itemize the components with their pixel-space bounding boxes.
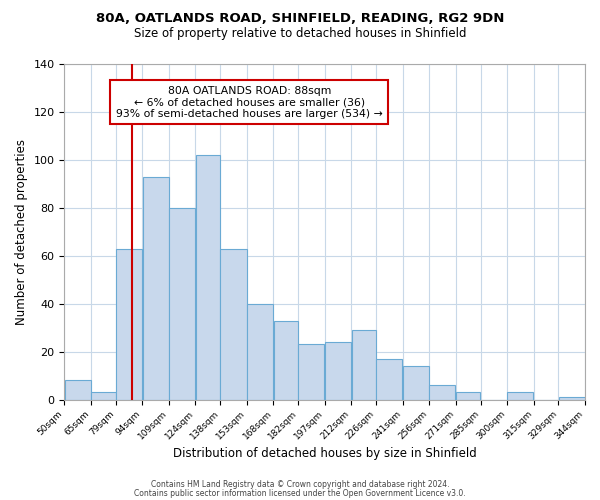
- Bar: [456, 392, 480, 400]
- Text: 80A, OATLANDS ROAD, SHINFIELD, READING, RG2 9DN: 80A, OATLANDS ROAD, SHINFIELD, READING, …: [96, 12, 504, 26]
- X-axis label: Distribution of detached houses by size in Shinfield: Distribution of detached houses by size …: [173, 447, 476, 460]
- Text: Size of property relative to detached houses in Shinfield: Size of property relative to detached ho…: [134, 28, 466, 40]
- Bar: [65, 380, 91, 400]
- Bar: [403, 366, 429, 400]
- Bar: [116, 248, 142, 400]
- Bar: [169, 208, 195, 400]
- Bar: [196, 155, 220, 400]
- Y-axis label: Number of detached properties: Number of detached properties: [15, 139, 28, 325]
- Bar: [91, 392, 116, 400]
- Bar: [508, 392, 533, 400]
- Text: 80A OATLANDS ROAD: 88sqm
← 6% of detached houses are smaller (36)
93% of semi-de: 80A OATLANDS ROAD: 88sqm ← 6% of detache…: [116, 86, 383, 119]
- Bar: [298, 344, 325, 400]
- Bar: [376, 359, 403, 400]
- Bar: [559, 397, 585, 400]
- Text: Contains HM Land Registry data © Crown copyright and database right 2024.: Contains HM Land Registry data © Crown c…: [151, 480, 449, 489]
- Bar: [430, 386, 455, 400]
- Bar: [325, 342, 351, 400]
- Bar: [274, 320, 298, 400]
- Bar: [143, 176, 169, 400]
- Bar: [352, 330, 376, 400]
- Text: Contains public sector information licensed under the Open Government Licence v3: Contains public sector information licen…: [134, 488, 466, 498]
- Bar: [220, 248, 247, 400]
- Bar: [247, 304, 273, 400]
